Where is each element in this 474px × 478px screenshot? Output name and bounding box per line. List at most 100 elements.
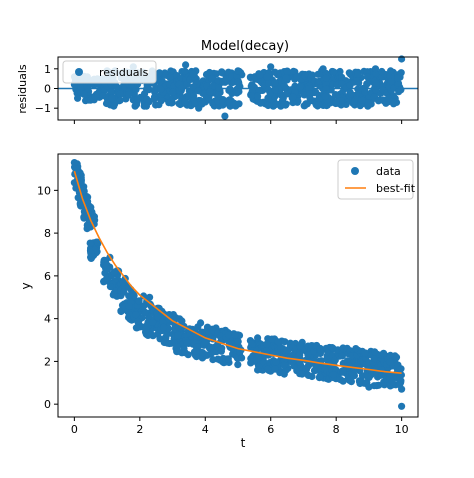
fit-y-ticks: 0 2 4 6 8 10 xyxy=(37,184,58,411)
residuals-y-tick-label: −1 xyxy=(35,102,51,115)
residuals-point xyxy=(395,88,403,96)
residuals-point xyxy=(271,79,279,87)
fit-point xyxy=(268,335,276,343)
fit-point xyxy=(77,178,85,186)
residuals-point xyxy=(272,101,280,109)
x-axis-label: t xyxy=(241,436,246,450)
fit-point xyxy=(201,338,209,346)
residuals-point xyxy=(251,75,259,83)
fit-point xyxy=(110,268,118,276)
residuals-point xyxy=(168,88,177,96)
fit-point xyxy=(146,293,154,301)
residuals-point xyxy=(321,92,330,101)
fit-point xyxy=(274,338,282,346)
fit-x-tick-label: 6 xyxy=(267,423,274,436)
fit-point xyxy=(181,349,189,357)
fit-x-ticks: 0 2 4 6 8 10 xyxy=(71,417,409,436)
residuals-point xyxy=(221,112,229,120)
legend-label-data: data xyxy=(376,165,401,178)
residuals-point xyxy=(322,74,330,82)
chart-title: Model(decay) xyxy=(201,39,289,54)
fit-point xyxy=(224,355,232,363)
residuals-point xyxy=(263,73,271,81)
residuals-point xyxy=(266,89,274,97)
fit-point xyxy=(339,367,347,375)
residuals-point xyxy=(280,100,288,108)
fit-legend: data best-fit xyxy=(337,159,416,200)
residuals-y-axis-label: residuals xyxy=(16,64,29,114)
residuals-point xyxy=(108,94,116,102)
residuals-point xyxy=(394,74,402,82)
fit-point xyxy=(134,317,142,326)
residuals-panel: Model(decay) −1 0 1 residuals residuals xyxy=(16,39,419,124)
residuals-point xyxy=(125,90,133,99)
legend-marker-data xyxy=(351,167,359,175)
fit-x-tick-label: 2 xyxy=(136,423,143,436)
residuals-point xyxy=(226,85,234,93)
fit-point xyxy=(398,385,406,393)
fit-point xyxy=(254,334,262,342)
residuals-point xyxy=(134,95,142,103)
residuals-point xyxy=(76,82,85,90)
fit-point xyxy=(154,313,162,321)
best-fit-line xyxy=(73,170,402,374)
residuals-point xyxy=(74,94,82,102)
fit-point xyxy=(280,361,288,369)
fit-point xyxy=(364,373,372,381)
fit-point xyxy=(132,311,140,319)
fit-point xyxy=(304,351,312,359)
fit-point xyxy=(396,366,404,374)
fit-point xyxy=(174,331,182,339)
fit-point xyxy=(135,297,143,305)
residuals-point xyxy=(157,97,165,105)
fit-point xyxy=(149,318,157,326)
fit-point xyxy=(231,331,239,339)
residuals-point xyxy=(300,91,308,99)
residuals-point xyxy=(166,73,174,81)
residuals-point xyxy=(248,92,256,100)
fit-point xyxy=(125,302,133,310)
residuals-point xyxy=(315,95,323,103)
residuals-point xyxy=(175,100,183,108)
fit-point xyxy=(197,319,205,327)
residuals-legend-label: residuals xyxy=(99,66,149,79)
residuals-point xyxy=(257,99,265,107)
fit-point xyxy=(85,222,94,230)
residuals-point xyxy=(254,92,262,100)
fit-point xyxy=(280,370,288,378)
residuals-point xyxy=(358,96,366,104)
residuals-point xyxy=(150,95,158,103)
residuals-point xyxy=(371,65,380,73)
residuals-point xyxy=(265,79,273,87)
fit-point xyxy=(316,372,324,380)
residuals-point xyxy=(347,90,355,98)
residuals-point xyxy=(372,79,380,87)
residuals-point xyxy=(107,88,115,96)
residuals-point xyxy=(215,84,223,92)
fit-point xyxy=(86,239,94,247)
fit-y-tick-label: 10 xyxy=(37,184,51,197)
residuals-point xyxy=(218,68,226,76)
fit-point xyxy=(346,376,354,384)
residuals-point xyxy=(235,88,243,96)
fit-y-tick-label: 0 xyxy=(44,398,51,411)
fit-point xyxy=(283,346,291,354)
residuals-point xyxy=(165,99,173,107)
fit-panel: 0 2 4 6 8 10 0 2 4 6 8 10 t y data best-fit xyxy=(19,153,419,450)
fit-point xyxy=(225,331,233,339)
fit-point xyxy=(388,377,396,386)
fit-point xyxy=(355,377,364,386)
fit-point xyxy=(141,308,149,317)
residuals-point xyxy=(289,93,297,101)
residuals-point xyxy=(234,67,242,75)
fit-point xyxy=(298,370,306,378)
residuals-y-tick-label: 1 xyxy=(44,63,51,76)
fit-point xyxy=(398,402,406,410)
fit-point xyxy=(133,324,141,332)
fit-point xyxy=(296,342,304,350)
residuals-point xyxy=(293,73,301,81)
residuals-point xyxy=(364,99,372,107)
fit-y-tick-label: 8 xyxy=(44,227,51,240)
